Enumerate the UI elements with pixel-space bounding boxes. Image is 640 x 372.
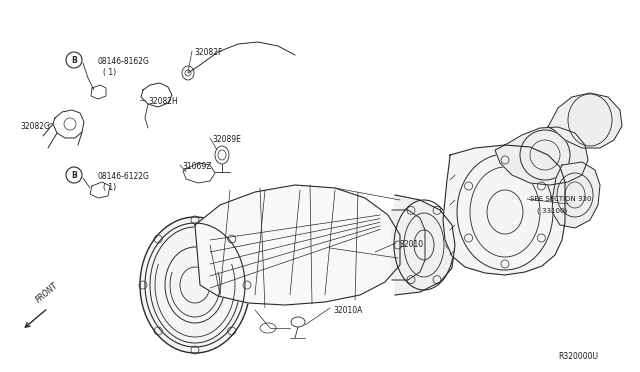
Polygon shape bbox=[395, 195, 455, 295]
Text: ( 33100): ( 33100) bbox=[537, 207, 567, 214]
Text: FRONT: FRONT bbox=[34, 281, 60, 305]
Polygon shape bbox=[548, 93, 622, 148]
Polygon shape bbox=[443, 145, 565, 275]
Text: ( 1): ( 1) bbox=[103, 183, 116, 192]
Text: 32082H: 32082H bbox=[148, 97, 178, 106]
Text: 32010: 32010 bbox=[399, 240, 423, 249]
Text: 32082G: 32082G bbox=[20, 122, 50, 131]
Ellipse shape bbox=[140, 217, 250, 353]
Text: 32082F: 32082F bbox=[194, 48, 222, 57]
Text: SEE SECTION 330: SEE SECTION 330 bbox=[530, 196, 591, 202]
Text: 32010A: 32010A bbox=[333, 306, 362, 315]
Polygon shape bbox=[552, 162, 600, 228]
Text: 08146-8162G: 08146-8162G bbox=[97, 57, 149, 66]
Text: ( 1): ( 1) bbox=[103, 68, 116, 77]
Circle shape bbox=[66, 167, 82, 183]
Polygon shape bbox=[495, 127, 588, 185]
Circle shape bbox=[66, 52, 82, 68]
Text: 31069Z: 31069Z bbox=[182, 162, 211, 171]
Text: 08146-6122G: 08146-6122G bbox=[97, 172, 149, 181]
Text: R320000U: R320000U bbox=[558, 352, 598, 361]
Text: B: B bbox=[71, 170, 77, 180]
Polygon shape bbox=[392, 210, 425, 280]
Text: B: B bbox=[71, 55, 77, 64]
Polygon shape bbox=[195, 185, 400, 305]
Text: 32089E: 32089E bbox=[212, 135, 241, 144]
